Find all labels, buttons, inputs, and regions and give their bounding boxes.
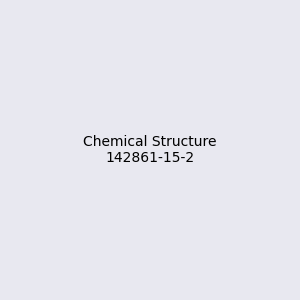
Text: Chemical Structure
142861-15-2: Chemical Structure 142861-15-2 (83, 135, 217, 165)
